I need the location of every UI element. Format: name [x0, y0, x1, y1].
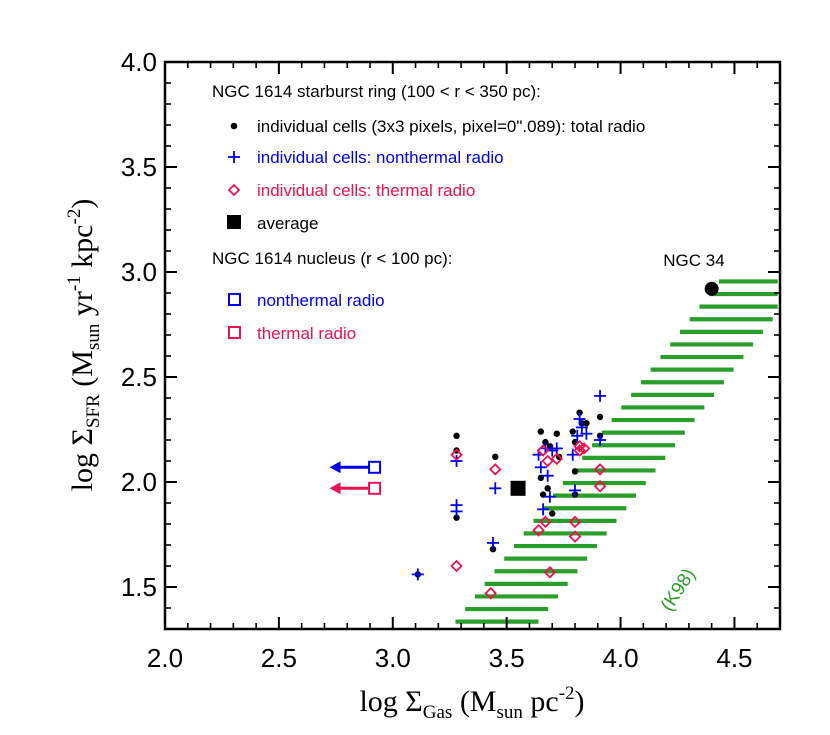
total-radio-point [453, 432, 460, 439]
nonthermal-radio-point [543, 490, 556, 503]
total-radio-point [569, 428, 576, 435]
thermal-radio-point [593, 463, 607, 476]
nonthermal-radio-point [450, 505, 463, 518]
legend-header-nucleus: NGC 1614 nucleus (r < 100 pc): [212, 249, 452, 268]
nonthermal-radio-point [566, 448, 579, 461]
thermal-radio-point [489, 463, 502, 476]
nonthermal-radio-point [534, 461, 547, 474]
nonthermal-radio-point [594, 389, 607, 402]
nonthermal-radio-point [541, 469, 554, 482]
legend-label-average: average [257, 214, 318, 233]
y-tick-label: 1.5 [121, 572, 157, 602]
legend-marker-nuc-thermal [228, 326, 241, 339]
nonthermal-radio-point [537, 503, 550, 516]
total-radio-point [553, 430, 560, 437]
axis-ticks [164, 61, 781, 629]
average-point [510, 480, 526, 496]
nonthermal-radio-point [571, 429, 584, 442]
total-radio-point [549, 510, 556, 517]
total-radio-point [537, 428, 545, 435]
nucleus-nonthermal-point [368, 460, 382, 474]
y-tick-label: 3.0 [121, 257, 157, 287]
k98-label: (K98) [657, 565, 700, 615]
total-radio-point [544, 485, 551, 492]
plot-frame [163, 60, 782, 631]
thermal-radio-point [541, 454, 554, 468]
k98-hatched-band [455, 279, 778, 624]
nonthermal-radio-point [575, 421, 588, 434]
x-axis-title: log ΣGas (Msun pc-2) [359, 683, 584, 723]
legend-marker-nuc-nonthermal [228, 293, 241, 306]
thermal-radio-point [532, 524, 545, 537]
nonthermal-radio-point [594, 434, 607, 446]
thermal-radio-point [450, 559, 463, 573]
nonthermal-radio-point [569, 484, 581, 497]
data-points [329, 281, 719, 600]
ngc34-point [704, 281, 719, 296]
thermal-radio-point [568, 530, 582, 543]
thermal-radio-point [550, 452, 564, 466]
total-radio-point [583, 420, 590, 427]
x-tick-label: 3.5 [489, 643, 525, 673]
nonthermal-radio-point [580, 427, 593, 440]
total-radio-point [492, 453, 499, 460]
thermal-radio-point [539, 515, 552, 529]
nonthermal-radio-point [573, 413, 586, 425]
total-radio-point [542, 438, 549, 446]
nucleus-thermal-arrow-head [329, 482, 341, 495]
y-tick-label: 2.0 [121, 467, 157, 497]
thermal-radio-point [484, 587, 497, 600]
y-tick-label: 3.5 [121, 152, 157, 182]
total-radio-point [576, 409, 583, 416]
y-tick-label: 2.5 [121, 362, 157, 392]
legend-marker-average [227, 215, 241, 229]
x-tick-label: 4.5 [716, 643, 752, 673]
total-radio-point [489, 546, 497, 553]
tick-labels: 2.0 2.5 3.0 3.5 4.0 4.5 1.5 2.0 2.5 3.0 3.5 4.0 [121, 47, 753, 673]
nonthermal-radio-point [489, 482, 502, 495]
ngc34-label: NGC 34 [663, 251, 724, 270]
total-radio-point [596, 413, 604, 421]
legend-label-thermal: individual cells: thermal radio [257, 181, 475, 200]
x-tick-label: 2.5 [261, 643, 297, 673]
nonthermal-radio-point [450, 455, 463, 467]
nucleus-thermal-point [368, 481, 382, 495]
nonthermal-radio-point [487, 536, 499, 549]
thermal-radio-point [543, 566, 557, 579]
x-tick-label: 2.0 [147, 643, 183, 673]
legend-label-total: individual cells (3x3 pixels, pixel=0".0… [257, 117, 645, 136]
x-tick-label: 4.0 [602, 643, 638, 673]
nonthermal-radio-point [550, 442, 563, 455]
legend-label-nuc-nonthermal: nonthermal radio [257, 291, 385, 310]
x-tick-label: 3.0 [375, 643, 411, 673]
thermal-radio-point [577, 442, 591, 455]
thermal-radio-point [593, 479, 607, 493]
total-radio-point [571, 468, 579, 475]
legend-marker-total [230, 122, 238, 130]
legend-label-nuc-thermal: thermal radio [257, 324, 356, 343]
thermal-radio-point [536, 444, 550, 457]
y-axis-title: log ΣSFR (Msun yr-1 kpc-2) [64, 199, 104, 492]
legend-header-ring: NGC 1614 starburst ring (100 < r < 350 p… [212, 82, 541, 101]
total-radio-point [453, 514, 460, 521]
y-tick-label: 4.0 [121, 47, 157, 77]
legend-label-nonthermal: individual cells: nonthermal radio [257, 148, 504, 167]
legend-marker-nonthermal [228, 151, 240, 163]
nonthermal-radio-point [411, 568, 424, 581]
thermal-radio-point [568, 515, 582, 529]
thermal-radio-point [450, 448, 463, 461]
legend-marker-thermal [227, 183, 241, 197]
nucleus-nonthermal-arrow-head [329, 461, 341, 474]
legend: NGC 1614 starburst ring (100 < r < 350 p… [212, 82, 645, 343]
